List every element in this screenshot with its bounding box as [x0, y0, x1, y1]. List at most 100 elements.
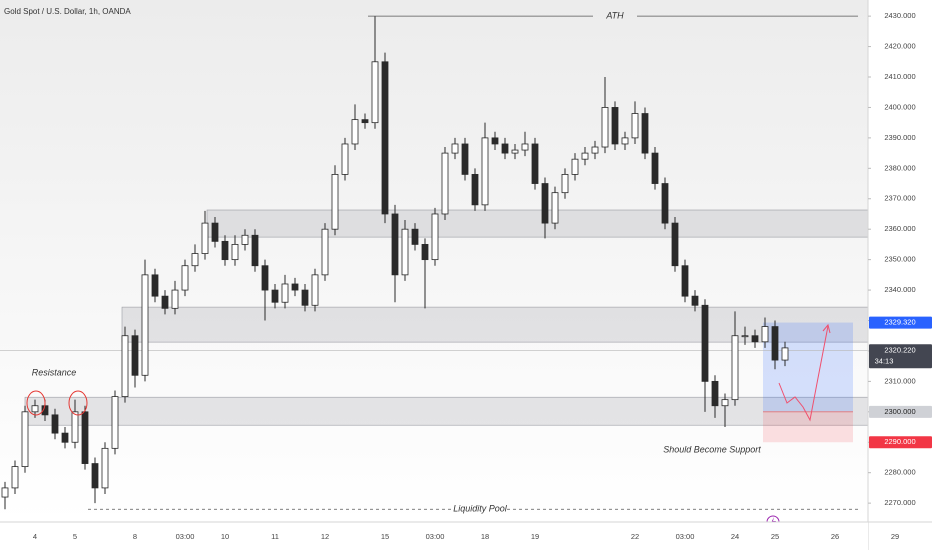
- candle-body: [741, 335, 749, 338]
- projection-path: [778, 325, 829, 422]
- y-tick-label: 2270.000: [884, 498, 915, 507]
- candle-body: [441, 152, 449, 215]
- price-zone: [206, 209, 869, 238]
- y-tick-label: 2340.000: [884, 285, 915, 294]
- candle-body: [601, 107, 609, 148]
- candle-body: [501, 143, 509, 154]
- price-label: 2320.220: [884, 345, 915, 354]
- x-tick-label: 4: [33, 532, 37, 541]
- y-tick-label: 2370.000: [884, 194, 915, 203]
- candle-body: [661, 183, 669, 224]
- candle-body: [51, 414, 59, 434]
- candle-body: [691, 295, 699, 306]
- candle-body: [181, 265, 189, 291]
- price-label: 2300.000: [884, 407, 915, 416]
- candle-body: [511, 149, 519, 154]
- candle-body: [301, 289, 309, 306]
- candle-body: [471, 174, 479, 206]
- candle-body: [191, 253, 199, 267]
- candle-body: [641, 113, 649, 154]
- candle-body: [481, 137, 489, 206]
- candle-body: [411, 228, 419, 245]
- time-axis-panel: [0, 522, 868, 550]
- x-tick-label: 03:00: [426, 532, 445, 541]
- y-tick-label: 2310.000: [884, 376, 915, 385]
- candle-body: [391, 213, 399, 276]
- resistance-circle: [68, 390, 88, 416]
- x-tick-label: 19: [531, 532, 539, 541]
- candle-body: [671, 222, 679, 267]
- candle-body: [1, 487, 9, 498]
- candle-body: [331, 174, 339, 230]
- price-label-box: [869, 436, 932, 449]
- annotation: Should Become Support: [663, 444, 761, 454]
- y-tick-label: 2410.000: [884, 72, 915, 81]
- level-label: Liquidity Pool: [453, 504, 508, 514]
- candle-body: [571, 158, 579, 175]
- x-tick-label: 11: [271, 532, 279, 541]
- candle-body: [321, 228, 329, 276]
- candle-body: [581, 152, 589, 160]
- candle-body: [201, 222, 209, 254]
- resistance-circle: [26, 390, 46, 416]
- x-tick-label: 8: [133, 532, 137, 541]
- y-tick-label: 2350.000: [884, 255, 915, 264]
- x-tick-label: 10: [221, 532, 229, 541]
- candle-body: [401, 228, 409, 276]
- candle-body: [231, 244, 239, 261]
- price-label: 2329.320: [884, 318, 915, 327]
- candle-body: [761, 326, 769, 343]
- y-tick-label: 2280.000: [884, 468, 915, 477]
- price-label: 2290.000: [884, 437, 915, 446]
- candle-body: [551, 192, 559, 224]
- candle-body: [351, 119, 359, 145]
- chart-title: Gold Spot / U.S. Dollar, 1h, OANDA: [4, 7, 131, 16]
- level-label: ATH: [605, 11, 624, 21]
- x-tick-label: 12: [321, 532, 329, 541]
- price-label-box: [869, 405, 932, 418]
- annotation: Resistance: [32, 367, 77, 377]
- candle-body: [141, 274, 149, 376]
- candle-body: [281, 283, 289, 303]
- candle-body: [91, 463, 99, 489]
- candle-body: [151, 274, 159, 297]
- candle-body: [631, 113, 639, 139]
- candle-body: [721, 399, 729, 407]
- candle-body: [261, 265, 269, 291]
- price-axis-panel: [868, 0, 932, 550]
- candle-body: [461, 143, 469, 175]
- candle-body: [341, 143, 349, 175]
- candle-body: [731, 335, 739, 401]
- candle-body: [131, 335, 139, 376]
- candle-body: [81, 411, 89, 464]
- candle-body: [751, 335, 759, 343]
- candle-body: [61, 432, 69, 443]
- projection-arrowhead: [822, 323, 831, 334]
- x-tick-label: 5: [73, 532, 77, 541]
- y-tick-label: 2380.000: [884, 163, 915, 172]
- price-label-box: [869, 316, 932, 329]
- candle-body: [381, 61, 389, 215]
- price-countdown: 34:13: [875, 356, 894, 365]
- candle-body: [361, 119, 369, 124]
- candle-body: [171, 289, 179, 309]
- candle-body: [371, 61, 379, 124]
- candle-body: [311, 274, 319, 306]
- y-tick-label: 2360.000: [884, 224, 915, 233]
- candle-body: [31, 405, 39, 413]
- x-tick-label: 15: [381, 532, 389, 541]
- candle-body: [651, 152, 659, 184]
- x-tick-label: 18: [481, 532, 489, 541]
- x-tick-label: 03:00: [176, 532, 195, 541]
- candle-body: [531, 143, 539, 184]
- x-tick-label: 03:00: [676, 532, 695, 541]
- candle-body: [161, 295, 169, 309]
- candle-body: [21, 411, 29, 468]
- candle-body: [681, 265, 689, 297]
- candle-body: [251, 234, 259, 267]
- x-tick-label: 25: [771, 532, 779, 541]
- candle-body: [611, 107, 619, 145]
- candle-body: [121, 335, 129, 397]
